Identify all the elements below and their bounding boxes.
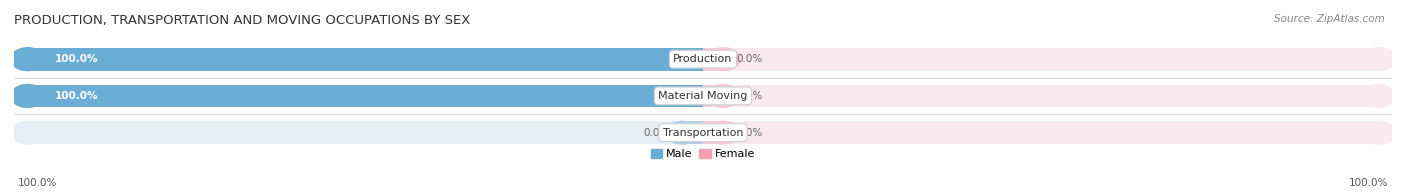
Bar: [28, 84, 703, 107]
Bar: [703, 84, 1378, 107]
Ellipse shape: [1361, 84, 1395, 107]
Bar: [703, 121, 723, 144]
Text: 0.0%: 0.0%: [643, 128, 669, 138]
Text: Material Moving: Material Moving: [658, 91, 748, 101]
Bar: [703, 121, 1378, 144]
Ellipse shape: [666, 121, 700, 144]
Bar: [703, 48, 1378, 71]
Bar: [28, 48, 703, 71]
Bar: [703, 48, 723, 71]
Text: 100.0%: 100.0%: [55, 54, 98, 64]
Ellipse shape: [1361, 121, 1395, 144]
Text: Source: ZipAtlas.com: Source: ZipAtlas.com: [1274, 14, 1385, 24]
Bar: [703, 84, 723, 107]
Text: 0.0%: 0.0%: [737, 91, 763, 101]
Text: Production: Production: [673, 54, 733, 64]
Legend: Male, Female: Male, Female: [648, 147, 758, 162]
Text: 100.0%: 100.0%: [1348, 178, 1388, 188]
Bar: [28, 121, 703, 144]
Bar: [28, 48, 703, 71]
Ellipse shape: [11, 121, 45, 144]
Text: PRODUCTION, TRANSPORTATION AND MOVING OCCUPATIONS BY SEX: PRODUCTION, TRANSPORTATION AND MOVING OC…: [14, 14, 471, 27]
Text: 100.0%: 100.0%: [55, 91, 98, 101]
Ellipse shape: [706, 48, 740, 71]
Ellipse shape: [1361, 48, 1395, 71]
Ellipse shape: [11, 84, 45, 107]
Ellipse shape: [706, 121, 740, 144]
Ellipse shape: [11, 48, 45, 71]
Text: 0.0%: 0.0%: [737, 128, 763, 138]
Bar: [28, 84, 703, 107]
Text: 0.0%: 0.0%: [737, 54, 763, 64]
Ellipse shape: [11, 48, 45, 71]
Text: 100.0%: 100.0%: [18, 178, 58, 188]
Ellipse shape: [706, 84, 740, 107]
Text: Transportation: Transportation: [662, 128, 744, 138]
Bar: [683, 121, 703, 144]
Ellipse shape: [11, 84, 45, 107]
